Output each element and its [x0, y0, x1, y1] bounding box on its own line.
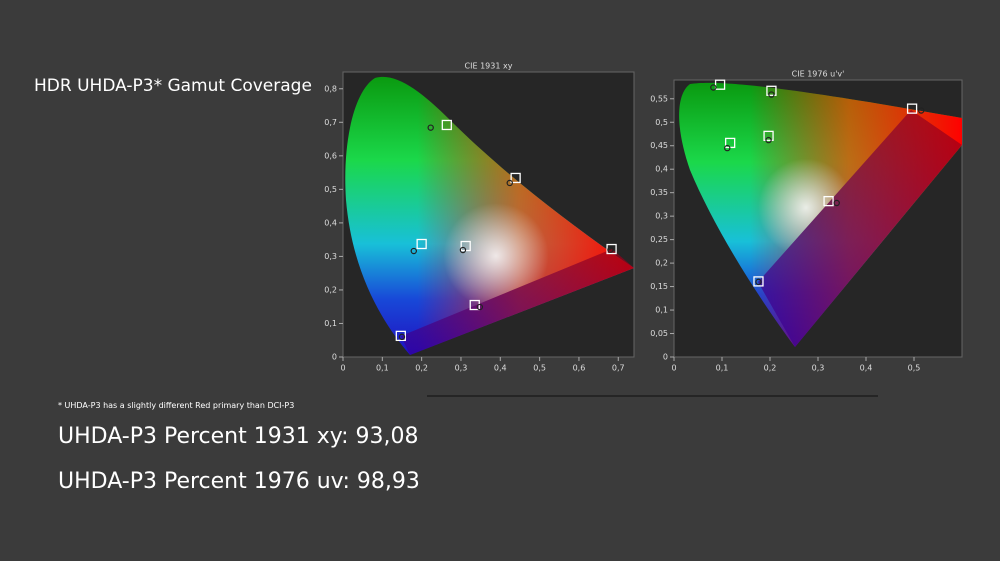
chart-title: CIE 1976 u'v' [792, 70, 845, 79]
y-tick-label: 0,4 [655, 165, 668, 174]
x-tick-label: 0,7 [612, 364, 625, 373]
measured-marker [506, 179, 513, 187]
target-marker [714, 79, 726, 90]
measured-marker [768, 91, 775, 98]
measured-marker [607, 246, 614, 253]
measured-marker [724, 144, 731, 152]
x-tick-label: 0,5 [533, 364, 546, 373]
x-tick-label: 0,3 [812, 364, 825, 373]
gamut-background [345, 76, 634, 355]
result-text: UHDA-P3 Percent 1976 uv: 98,93 [58, 469, 420, 494]
y-tick-label: 0,55 [650, 94, 668, 103]
x-tick-label: 0,3 [455, 364, 468, 373]
measured-marker [410, 247, 417, 255]
y-tick-label: 0,6 [324, 151, 337, 160]
target-marker [606, 243, 617, 255]
y-tick-label: 0,45 [650, 141, 668, 150]
x-tick-label: 0,1 [716, 364, 729, 373]
gamut-background [679, 82, 962, 348]
measured-marker [398, 333, 406, 341]
y-tick-label: 0,25 [650, 235, 668, 244]
footnote: * UHDA-P3 has a slightly different Red p… [58, 401, 295, 410]
y-tick-label: 0,3 [655, 212, 668, 221]
y-tick-label: 0 [332, 353, 337, 362]
target-marker [823, 195, 834, 207]
measured-marker [459, 246, 467, 254]
y-tick-label: 0,05 [650, 329, 668, 338]
x-tick-label: 0,1 [376, 364, 389, 373]
measured-marker [765, 136, 772, 144]
result-text: UHDA-P3 Percent 1931 xy: 93,08 [58, 424, 419, 449]
measured-marker [918, 107, 925, 114]
x-tick-label: 0,5 [908, 364, 921, 373]
y-tick-label: 0,2 [655, 259, 668, 268]
y-tick-label: 0,5 [655, 118, 668, 127]
y-tick-label: 0,35 [650, 188, 668, 197]
y-tick-label: 0,15 [650, 282, 668, 291]
x-tick-label: 0,2 [415, 364, 428, 373]
x-tick-label: 0,4 [860, 364, 873, 373]
y-tick-label: 0,2 [324, 285, 337, 294]
y-tick-label: 0,1 [324, 319, 337, 328]
x-tick-label: 0,6 [573, 364, 586, 373]
target-marker [395, 330, 406, 342]
y-tick-label: 0,5 [324, 185, 337, 194]
target-marker [763, 130, 774, 142]
target-marker [441, 119, 452, 131]
x-tick-label: 0,2 [764, 364, 777, 373]
target-marker [766, 85, 777, 96]
measured-marker [833, 199, 840, 207]
y-tick-label: 0,3 [324, 252, 337, 261]
target-marker [753, 276, 764, 287]
chart-title: CIE 1931 xy [465, 62, 513, 71]
target-marker [906, 103, 918, 114]
measured-marker [427, 124, 434, 131]
target-marker [416, 238, 427, 250]
slide-title: HDR UHDA-P3* Gamut Coverage [34, 76, 312, 96]
x-tick-label: 0 [671, 364, 676, 373]
x-tick-label: 0,4 [494, 364, 507, 373]
x-tick-label: 0 [340, 364, 345, 373]
y-tick-label: 0,8 [324, 84, 337, 93]
y-tick-label: 0,1 [655, 306, 668, 315]
measured-marker [476, 303, 484, 311]
measured-marker [710, 84, 717, 91]
target-marker [510, 172, 521, 184]
y-tick-label: 0 [663, 353, 668, 362]
measured-marker [755, 278, 762, 286]
y-tick-label: 0,7 [324, 118, 337, 127]
y-tick-label: 0,4 [324, 218, 337, 227]
